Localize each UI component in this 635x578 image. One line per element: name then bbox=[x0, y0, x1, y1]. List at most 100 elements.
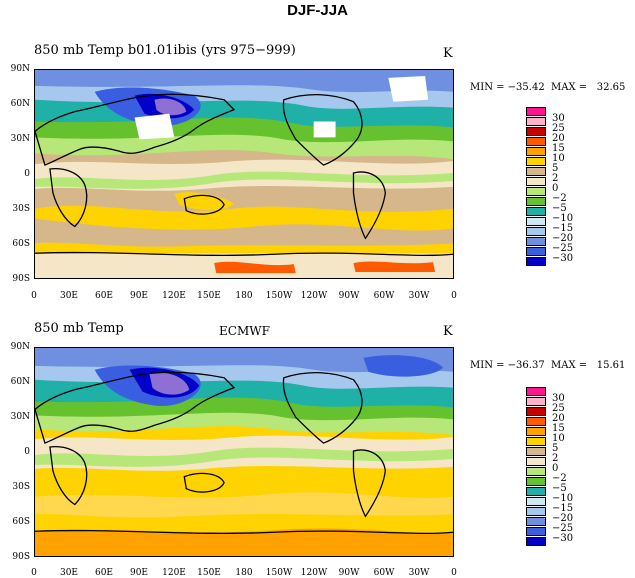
legend-swatch bbox=[526, 117, 546, 126]
legend-swatch bbox=[526, 447, 546, 456]
lon-label: 90W bbox=[338, 291, 360, 301]
lat-label: 60N bbox=[10, 377, 30, 387]
legend-label: 10 bbox=[552, 433, 565, 444]
legend-label: −15 bbox=[552, 223, 574, 234]
legend-label: 15 bbox=[552, 423, 565, 434]
legend-label: −5 bbox=[552, 203, 567, 214]
legend-label: 10 bbox=[552, 153, 565, 164]
legend-swatch bbox=[526, 237, 546, 246]
legend-swatch bbox=[526, 457, 546, 466]
legend-swatch bbox=[526, 227, 546, 236]
lat-label: 60S bbox=[12, 239, 30, 249]
lat-label: 0 bbox=[24, 169, 30, 179]
legend-swatch bbox=[526, 187, 546, 196]
legend-swatch bbox=[526, 487, 546, 496]
legend-swatch bbox=[526, 217, 546, 226]
legend-swatch bbox=[526, 197, 546, 206]
lat-label: 60S bbox=[12, 517, 30, 527]
legend-label: −20 bbox=[552, 513, 574, 524]
legend-swatch bbox=[526, 127, 546, 136]
legend-label: −2 bbox=[552, 473, 567, 484]
legend-label: 25 bbox=[552, 123, 565, 134]
legend-label: 0 bbox=[552, 183, 559, 194]
legend-label: −20 bbox=[552, 233, 574, 244]
lon-label: 60W bbox=[373, 291, 395, 301]
panel-1-title: 850 mb Temp b01.01ibis (yrs 975−999) bbox=[34, 43, 296, 58]
lon-label: 60E bbox=[94, 568, 114, 578]
lon-label: 0 bbox=[31, 568, 37, 578]
legend-swatch bbox=[526, 207, 546, 216]
lon-label: 120E bbox=[162, 568, 186, 578]
legend-label: 25 bbox=[552, 403, 565, 414]
legend-swatch bbox=[526, 507, 546, 516]
lon-label: 0 bbox=[31, 291, 37, 301]
lon-label: 150E bbox=[197, 568, 221, 578]
panel-1-unit: K bbox=[443, 46, 453, 61]
legend-swatch bbox=[526, 147, 546, 156]
lon-label: 30E bbox=[59, 568, 79, 578]
legend-label: −30 bbox=[552, 533, 574, 544]
lon-label: 0 bbox=[451, 568, 457, 578]
lon-label: 90E bbox=[129, 291, 149, 301]
legend-swatch bbox=[526, 167, 546, 176]
panel-2-unit: K bbox=[443, 324, 453, 339]
legend-swatch bbox=[526, 157, 546, 166]
legend-swatch bbox=[526, 407, 546, 416]
legend-label: 20 bbox=[552, 413, 565, 424]
legend-label: 2 bbox=[552, 173, 559, 184]
lat-label: 90S bbox=[12, 274, 30, 284]
legend-swatch bbox=[526, 537, 546, 546]
legend-swatch bbox=[526, 527, 546, 536]
legend-label: −30 bbox=[552, 253, 574, 264]
legend-label: −5 bbox=[552, 483, 567, 494]
legend-swatch bbox=[526, 247, 546, 256]
lon-label: 0 bbox=[451, 291, 457, 301]
legend-label: −10 bbox=[552, 493, 574, 504]
lon-label: 90W bbox=[338, 568, 360, 578]
lat-label: 60N bbox=[10, 99, 30, 109]
legend-label: −10 bbox=[552, 213, 574, 224]
lat-label: 30S bbox=[12, 204, 30, 214]
lon-label: 120W bbox=[300, 291, 328, 301]
lat-label: 90N bbox=[10, 342, 30, 352]
lon-label: 180 bbox=[235, 568, 253, 578]
lat-label: 90N bbox=[10, 64, 30, 74]
lat-label: 30S bbox=[12, 482, 30, 492]
lon-label: 120W bbox=[300, 568, 328, 578]
legend-label: −15 bbox=[552, 503, 574, 514]
lon-label: 150W bbox=[265, 568, 293, 578]
legend-label: 15 bbox=[552, 143, 565, 154]
legend-label: 30 bbox=[552, 113, 565, 124]
legend-swatch bbox=[526, 437, 546, 446]
legend-swatch bbox=[526, 427, 546, 436]
lat-label: 30N bbox=[10, 134, 30, 144]
legend-swatch bbox=[526, 497, 546, 506]
panel-2-map-canvas bbox=[35, 348, 453, 556]
legend-swatch bbox=[526, 467, 546, 476]
legend-swatch bbox=[526, 177, 546, 186]
legend-label: 5 bbox=[552, 163, 559, 174]
legend-label: 2 bbox=[552, 453, 559, 464]
lon-label: 60W bbox=[373, 568, 395, 578]
legend-swatch bbox=[526, 257, 546, 266]
legend-label: 30 bbox=[552, 393, 565, 404]
legend-swatch bbox=[526, 137, 546, 146]
legend-swatch bbox=[526, 517, 546, 526]
lon-label: 150W bbox=[265, 291, 293, 301]
legend-label: −2 bbox=[552, 193, 567, 204]
figure-title: DJF-JJA bbox=[287, 2, 348, 19]
lat-label: 30N bbox=[10, 412, 30, 422]
lon-label: 30W bbox=[408, 568, 430, 578]
legend-swatch bbox=[526, 417, 546, 426]
lon-label: 180 bbox=[235, 291, 253, 301]
panel-2-minmax: MIN = −36.37 MAX = 15.61 bbox=[470, 360, 626, 371]
panel-1-map-canvas bbox=[35, 70, 453, 278]
lon-label: 150E bbox=[197, 291, 221, 301]
legend-label: 5 bbox=[552, 443, 559, 454]
legend-label: 0 bbox=[552, 463, 559, 474]
panel-2-center-label: ECMWF bbox=[219, 324, 270, 338]
lon-label: 30W bbox=[408, 291, 430, 301]
panel-1-map bbox=[34, 69, 454, 279]
lon-label: 30E bbox=[59, 291, 79, 301]
panel-2-title: 850 mb Temp bbox=[34, 321, 124, 336]
